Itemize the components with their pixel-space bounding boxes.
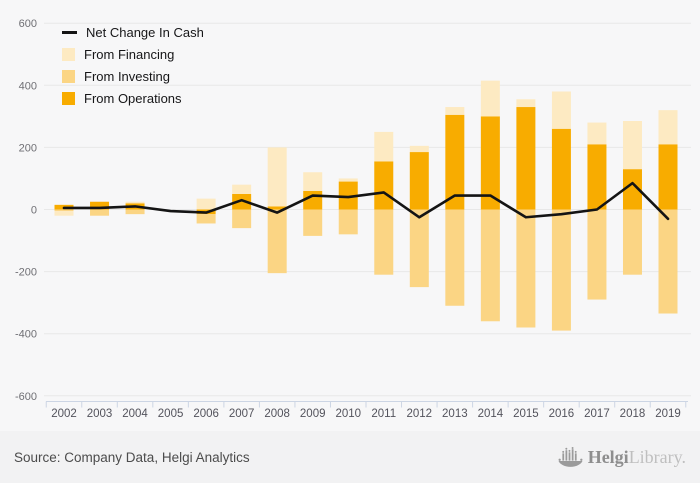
x-tick-label: 2010 [335, 408, 361, 420]
bar-segment-2012 [409, 209, 429, 288]
bar-segment-2018 [622, 169, 642, 210]
x-tick-label: 2008 [264, 408, 290, 420]
bar-segment-2010 [338, 209, 358, 235]
bar-segment-2014 [480, 80, 500, 117]
operations-swatch [62, 91, 75, 105]
bar-segment-2008 [267, 209, 287, 274]
logo-text: HelgiLibrary. [588, 448, 686, 466]
legend-label: From Investing [84, 68, 170, 84]
x-tick-label: 2006 [193, 408, 219, 420]
bar-segment-2014 [480, 116, 500, 210]
bar-segment-2015 [516, 99, 536, 108]
logo-library: Library. [628, 447, 686, 467]
financing-swatch [62, 47, 75, 61]
bar-segment-2017 [587, 122, 607, 145]
bar-segment-2013 [445, 114, 465, 210]
bar-segment-2015 [516, 107, 536, 210]
legend-item-from-operations: From Operations [62, 87, 204, 109]
bar-segment-2007 [232, 193, 252, 210]
x-tick-label: 2016 [549, 408, 575, 420]
bar-segment-2019 [658, 144, 678, 210]
bar-segment-2019 [658, 110, 678, 145]
bar-segment-2012 [409, 152, 429, 210]
bar-segment-2013 [445, 107, 465, 115]
x-tick-label: 2011 [371, 408, 396, 420]
x-tick-label: 2015 [513, 408, 539, 420]
legend-label: Net Change In Cash [86, 24, 204, 40]
bar-segment-2011 [374, 209, 394, 275]
bar-segment-2017 [587, 209, 607, 300]
bar-segment-2009 [303, 209, 323, 236]
ship-bar-chart-icon [558, 446, 583, 467]
x-tick-label: 2014 [478, 408, 504, 420]
bar-segment-2013 [445, 209, 465, 306]
bar-segment-2006 [196, 214, 216, 224]
x-tick-label: 2018 [620, 408, 646, 420]
bar-segment-2015 [516, 209, 536, 328]
y-tick-label: -400 [15, 329, 37, 341]
bar-segment-2018 [622, 121, 642, 170]
x-tick-label: 2013 [442, 408, 468, 420]
legend-label: From Operations [84, 90, 182, 106]
x-tick-label: 2007 [229, 408, 255, 420]
y-tick-label: -200 [15, 267, 37, 279]
bar-segment-2002 [54, 209, 74, 212]
x-tick-label: 2005 [158, 408, 184, 420]
x-tick-label: 2009 [300, 408, 326, 420]
cash-flow-chart: 600 400 200 0 -200 -400 -600 2002 2003 2004 2005 20… [15, 18, 691, 420]
bar-segment-2008 [267, 206, 287, 210]
legend-item-from-investing: From Investing [62, 65, 204, 87]
bar-segment-2011 [374, 161, 394, 210]
legend-item-from-financing: From Financing [62, 43, 204, 65]
x-tick-label: 2002 [51, 408, 77, 420]
bar-segment-2018 [622, 209, 642, 275]
bar-segment-2007 [232, 184, 252, 194]
legend-label: From Financing [84, 46, 175, 62]
x-tick-label: 2017 [584, 408, 610, 420]
x-tick-label: 2003 [87, 408, 113, 420]
line-swatch [62, 30, 77, 34]
bar-segment-2016 [551, 91, 571, 129]
bar-segment-2009 [303, 172, 323, 191]
x-tick-label: 2004 [122, 408, 148, 420]
helgi-library-logo: HelgiLibrary. [558, 446, 686, 468]
legend: Net Change In Cash From Financing From I… [62, 21, 204, 109]
x-tick-label: 2012 [407, 408, 433, 420]
y-tick-label: 400 [19, 80, 37, 92]
bar-segment-2017 [587, 144, 607, 210]
logo-helgi: Helgi [587, 447, 629, 467]
bar-segment-2007 [232, 209, 252, 229]
net-change-in-cash-line [62, 181, 670, 221]
bar-segment-2010 [338, 181, 358, 210]
bar-segment-2014 [480, 209, 500, 322]
bar-segment-2006 [196, 198, 216, 210]
bar-segment-2009 [303, 190, 323, 210]
bar-segment-2004 [125, 201, 145, 204]
bar-segment-2003 [90, 209, 110, 216]
source-text: Source: Company Data, Helgi Analytics [14, 449, 250, 465]
y-tick-label: -600 [15, 391, 37, 403]
bar-segment-2003 [90, 201, 110, 210]
investing-swatch [62, 69, 75, 83]
legend-item-net-change-in-cash: Net Change In Cash [62, 21, 204, 43]
x-tick-label: 2019 [655, 408, 681, 420]
bar-segment-2012 [409, 145, 429, 153]
bar-segment-2002 [54, 211, 74, 216]
y-tick-label: 600 [19, 18, 37, 30]
footer: Source: Company Data, Helgi Analytics [0, 431, 700, 483]
y-tick-label: 200 [19, 142, 37, 154]
bar-segment-2008 [267, 147, 287, 207]
y-tick-label: 0 [31, 205, 37, 217]
bar-segment-2010 [338, 178, 358, 182]
bar-segment-2019 [658, 209, 678, 314]
bar-segment-2016 [551, 209, 571, 331]
bar-segment-2011 [374, 131, 394, 162]
bar-segment-2016 [551, 128, 571, 210]
bar-segment-2004 [125, 209, 145, 215]
